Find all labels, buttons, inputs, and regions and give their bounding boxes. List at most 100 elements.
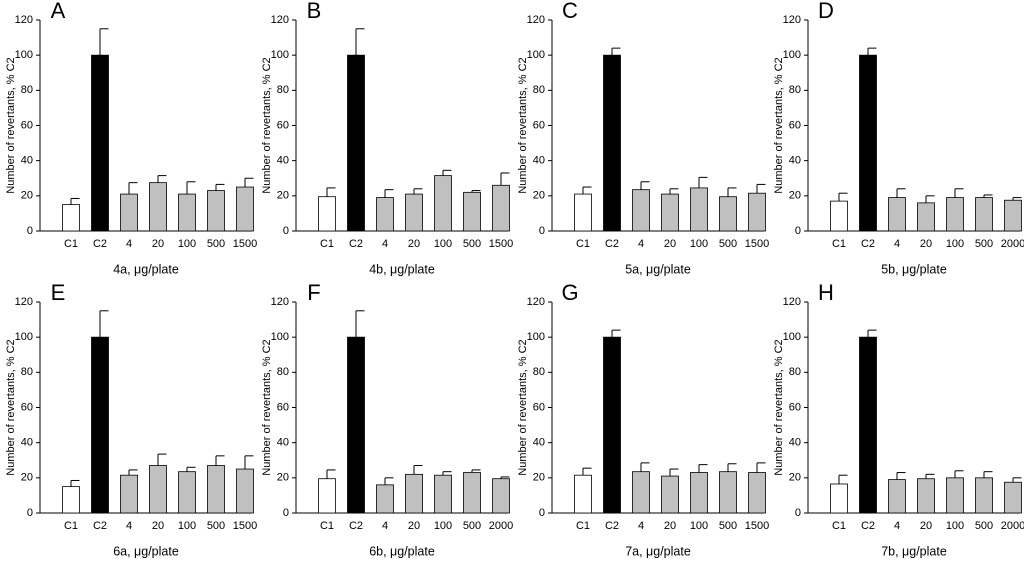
y-tick-label: 100 bbox=[527, 49, 545, 61]
y-tick-label: 0 bbox=[539, 507, 545, 519]
bar bbox=[946, 477, 964, 514]
bar bbox=[463, 191, 481, 232]
bar bbox=[62, 486, 80, 514]
x-axis-label: 6a, μg/plate bbox=[113, 544, 179, 558]
y-tick-label: 80 bbox=[789, 84, 801, 96]
y-tick-label: 0 bbox=[283, 225, 289, 237]
panel-label: E bbox=[51, 280, 66, 305]
panel-label: F bbox=[307, 280, 320, 305]
bar bbox=[463, 472, 481, 514]
y-tick-label: 0 bbox=[283, 507, 289, 519]
bar bbox=[632, 189, 650, 232]
bar bbox=[888, 479, 906, 514]
x-tick-label: C2 bbox=[605, 520, 619, 532]
bar bbox=[690, 187, 708, 232]
y-tick-label: 40 bbox=[21, 155, 33, 167]
x-tick-label: 500 bbox=[719, 238, 737, 250]
y-tick-label: 40 bbox=[277, 437, 289, 449]
y-tick-label: 120 bbox=[527, 14, 545, 26]
x-tick-label: 20 bbox=[664, 520, 676, 532]
y-tick-label: 120 bbox=[527, 296, 545, 308]
bar bbox=[975, 477, 993, 514]
bar bbox=[859, 54, 877, 232]
x-tick-label: 100 bbox=[946, 520, 964, 532]
y-axis-label: Number of revertants, % C2 bbox=[773, 57, 785, 193]
x-tick-label: C2 bbox=[93, 520, 107, 532]
y-tick-label: 100 bbox=[15, 49, 33, 61]
x-tick-label: C2 bbox=[605, 238, 619, 250]
x-tick-label: C2 bbox=[861, 238, 875, 250]
y-tick-label: 0 bbox=[27, 225, 33, 237]
x-tick-label: 500 bbox=[719, 520, 737, 532]
bar bbox=[888, 197, 906, 232]
x-axis-label: 6b, μg/plate bbox=[369, 544, 435, 558]
bar bbox=[632, 471, 650, 514]
y-tick-label: 20 bbox=[533, 190, 545, 202]
bar bbox=[62, 204, 80, 232]
bar bbox=[434, 474, 452, 514]
x-tick-label: 100 bbox=[690, 238, 708, 250]
y-axis-label: Number of revertants, % C2 bbox=[773, 339, 785, 475]
bar bbox=[405, 193, 423, 232]
y-tick-label: 100 bbox=[783, 49, 801, 61]
x-tick-label: 2000 bbox=[1001, 238, 1024, 250]
y-tick-label: 40 bbox=[533, 437, 545, 449]
y-tick-label: 120 bbox=[15, 14, 33, 26]
bar bbox=[236, 468, 254, 514]
bar bbox=[603, 336, 621, 514]
y-tick-label: 20 bbox=[533, 472, 545, 484]
y-tick-label: 80 bbox=[533, 84, 545, 96]
bar bbox=[91, 336, 109, 514]
y-tick-label: 60 bbox=[533, 119, 545, 131]
y-tick-label: 80 bbox=[277, 366, 289, 378]
y-tick-label: 120 bbox=[783, 14, 801, 26]
x-tick-label: C1 bbox=[64, 520, 78, 532]
x-axis-label: 7a, μg/plate bbox=[625, 544, 691, 558]
bar bbox=[149, 182, 167, 232]
y-tick-label: 20 bbox=[21, 472, 33, 484]
y-tick-label: 0 bbox=[539, 225, 545, 237]
x-tick-label: C1 bbox=[832, 520, 846, 532]
y-axis-label: Number of revertants, % C2 bbox=[261, 339, 273, 475]
x-tick-label: 4 bbox=[126, 238, 132, 250]
bar bbox=[859, 336, 877, 514]
x-tick-label: 1500 bbox=[745, 520, 769, 532]
bar bbox=[748, 472, 766, 514]
x-tick-label: 4 bbox=[382, 520, 388, 532]
panel-label: G bbox=[561, 280, 578, 305]
y-tick-label: 80 bbox=[21, 84, 33, 96]
bar bbox=[830, 483, 848, 514]
y-tick-label: 80 bbox=[277, 84, 289, 96]
y-tick-label: 40 bbox=[21, 437, 33, 449]
bar bbox=[574, 193, 592, 232]
bar bbox=[661, 475, 679, 514]
x-tick-label: 100 bbox=[434, 520, 452, 532]
x-tick-label: C2 bbox=[349, 520, 363, 532]
y-tick-label: 20 bbox=[789, 472, 801, 484]
x-tick-label: 500 bbox=[975, 238, 993, 250]
y-tick-label: 0 bbox=[795, 225, 801, 237]
bar bbox=[149, 465, 167, 514]
x-tick-label: C2 bbox=[861, 520, 875, 532]
bar bbox=[719, 471, 737, 514]
x-tick-label: C2 bbox=[349, 238, 363, 250]
y-tick-label: 120 bbox=[783, 296, 801, 308]
y-tick-label: 100 bbox=[15, 331, 33, 343]
bar bbox=[376, 484, 394, 514]
panel-label: B bbox=[307, 0, 322, 23]
y-tick-label: 60 bbox=[277, 401, 289, 413]
bar bbox=[434, 175, 452, 232]
y-tick-label: 80 bbox=[533, 366, 545, 378]
x-tick-label: 100 bbox=[178, 520, 196, 532]
x-tick-label: C1 bbox=[832, 238, 846, 250]
x-tick-label: 4 bbox=[894, 238, 900, 250]
x-tick-label: 2000 bbox=[489, 520, 513, 532]
y-tick-label: 60 bbox=[21, 401, 33, 413]
y-axis-label: Number of revertants, % C2 bbox=[517, 339, 529, 475]
x-tick-label: 20 bbox=[408, 520, 420, 532]
x-tick-label: 20 bbox=[152, 520, 164, 532]
bar bbox=[376, 197, 394, 232]
x-tick-label: C1 bbox=[576, 238, 590, 250]
y-tick-label: 60 bbox=[277, 119, 289, 131]
